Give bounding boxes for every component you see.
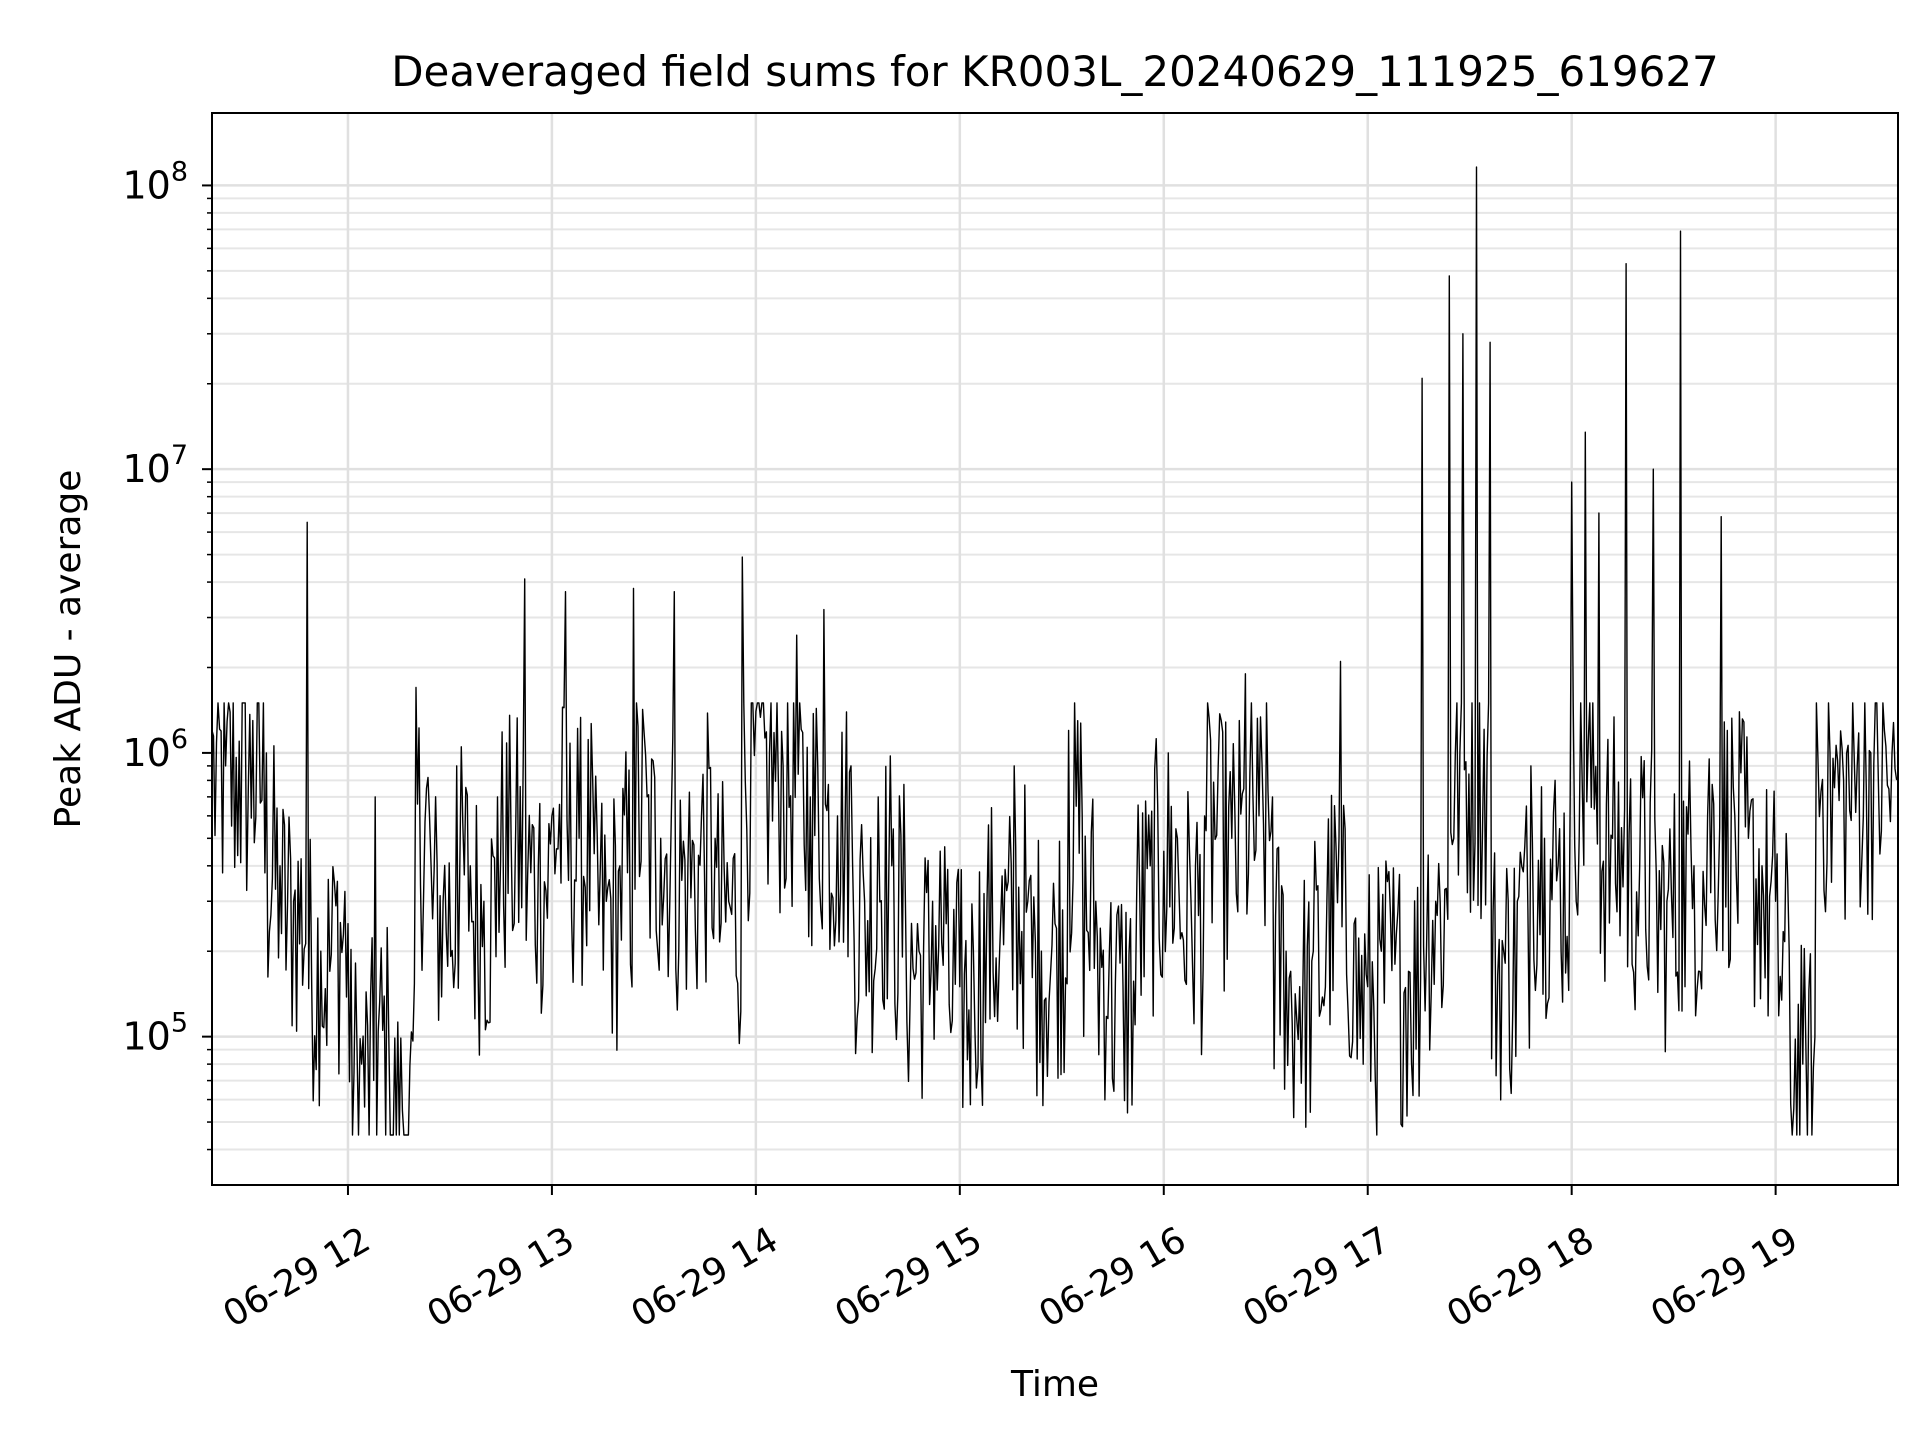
chart-title: Deaveraged field sums for KR003L_2024062… (391, 47, 1719, 96)
y-axis-label: Peak ADU - average (48, 470, 89, 829)
plot-area-frame (211, 112, 1899, 1186)
x-axis-label: Time (1010, 1364, 1099, 1405)
y-tick-label: 107 (122, 440, 188, 491)
series-line (211, 166, 1899, 1136)
y-tick-label: 106 (122, 724, 188, 775)
y-tick-label: 105 (122, 1008, 188, 1059)
grid-lines (212, 113, 1898, 1185)
data-series (211, 166, 1899, 1136)
y-tick-label: 108 (122, 156, 188, 207)
